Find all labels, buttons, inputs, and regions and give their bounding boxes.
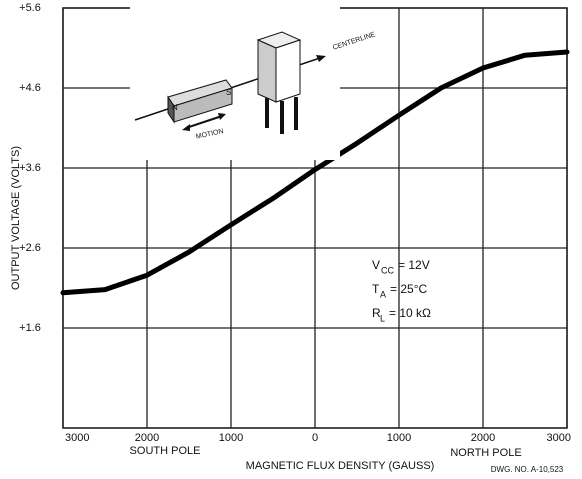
south-pole-label: SOUTH POLE	[130, 445, 201, 457]
x-tick-label: 1000	[219, 432, 243, 444]
magnet-end	[167, 95, 175, 124]
y-tick-label: +5.6	[19, 2, 41, 14]
y-tick-label: +4.6	[19, 82, 41, 94]
illustration-bg	[130, 0, 340, 160]
x-axis-label: MAGNETIC FLUX DENSITY (GAUSS)	[246, 460, 435, 472]
x-tick-label: 2000	[471, 432, 495, 444]
y-tick-label: +1.6	[19, 322, 41, 334]
y-tick-label: +2.6	[19, 242, 41, 254]
x-tick-label: 1000	[387, 432, 411, 444]
condition-sub: L	[380, 313, 385, 323]
condition-symbol: R	[372, 306, 381, 320]
condition-symbol: V	[372, 258, 380, 272]
arrowhead	[218, 113, 226, 120]
sensor-side	[257, 39, 277, 103]
condition-sub: CC	[381, 265, 394, 275]
arrowhead	[182, 124, 190, 131]
x-tick-label: 3000	[547, 432, 571, 444]
drawing-number: DWG. NO. A-10,523	[491, 465, 564, 474]
condition-symbol: T	[372, 282, 380, 296]
data-line	[60, 49, 570, 296]
sensor-face	[275, 39, 301, 103]
y-tick-label: +3.6	[19, 162, 41, 174]
x-tick-label: 0	[312, 432, 318, 444]
condition-value: = 25°C	[390, 282, 427, 296]
y-axis-label: OUTPUT VOLTAGE (VOLTS)	[10, 146, 22, 290]
x-tick-label: 2000	[135, 432, 159, 444]
north-pole-label: NORTH POLE	[450, 447, 521, 459]
sensor-illustration: N S MOTION CENTERLINE	[130, 0, 377, 160]
condition-sub: A	[380, 289, 386, 299]
motion-arrow	[185, 115, 223, 129]
condition-value: = 12V	[398, 258, 430, 272]
magnet-n: N	[172, 103, 178, 112]
magnet-s: S	[226, 88, 231, 97]
condition-value: = 10 kΩ	[389, 306, 431, 320]
conditions: V CC = 12V T A = 25°C R L = 10 kΩ	[372, 258, 431, 323]
arrowhead	[316, 55, 326, 62]
x-tick-label: 3000	[65, 432, 89, 444]
